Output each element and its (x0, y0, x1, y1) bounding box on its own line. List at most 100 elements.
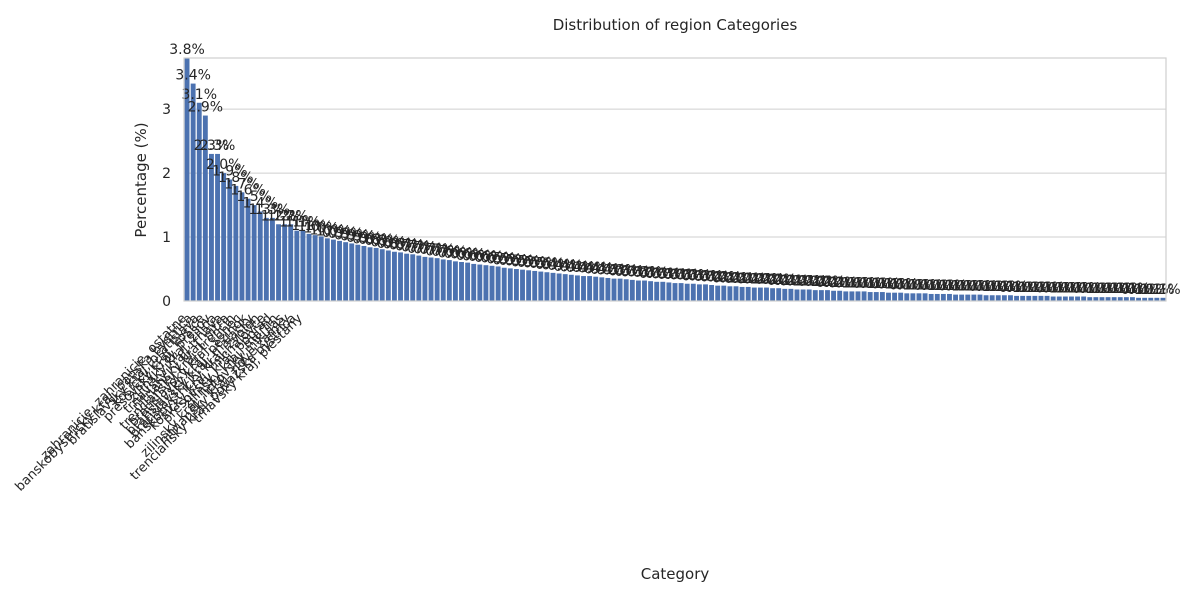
bar (684, 283, 690, 301)
bar (642, 280, 647, 301)
bar (1142, 297, 1148, 301)
data-label: 0.2% (773, 273, 809, 289)
bar (635, 280, 641, 301)
bar (959, 294, 965, 301)
data-label: 0.6% (474, 250, 510, 266)
bar (489, 265, 495, 301)
bar (910, 293, 916, 301)
bar (617, 278, 623, 301)
data-label: 0.1% (980, 279, 1016, 295)
bar (1093, 297, 1099, 301)
bar (855, 291, 861, 301)
chart-title: Distribution of region Categories (553, 16, 798, 34)
bar (916, 293, 922, 301)
bar (324, 238, 330, 301)
bar (1160, 297, 1166, 301)
data-label: 1.1% (285, 215, 321, 231)
bar (831, 290, 837, 301)
data-label: 0.1% (1035, 281, 1071, 297)
data-labels: 3.8% 3.4% 3.1%2.9% 2.3%2.3% 2.0%1.9%1.8%1.7%… (169, 42, 1180, 298)
data-label: 1.6% (230, 183, 266, 199)
bar (977, 294, 983, 301)
data-label: 0.3% (645, 266, 681, 282)
bar (483, 265, 489, 301)
data-label: 0.1% (1090, 281, 1126, 297)
data-label: 0.1% (871, 277, 907, 293)
bar (1026, 295, 1032, 301)
data-label: 0.1% (1011, 280, 1047, 296)
data-label: 0.1% (1145, 282, 1181, 298)
bar (971, 294, 977, 301)
bar (873, 292, 879, 301)
bar (739, 286, 745, 301)
bar (812, 290, 818, 301)
data-label: 0.2% (822, 275, 858, 291)
data-label: 0.3% (602, 263, 638, 279)
bar (983, 295, 989, 301)
bar (190, 83, 196, 301)
bar (843, 291, 849, 301)
bar (867, 292, 873, 301)
bar (892, 292, 898, 301)
data-label: 0.6% (450, 247, 486, 263)
data-label: 0.1% (1084, 281, 1120, 297)
bar (410, 254, 416, 301)
bar (782, 288, 788, 301)
bar (501, 267, 507, 301)
data-label: 2.0% (206, 157, 242, 173)
bar (776, 288, 782, 301)
bar (800, 289, 806, 301)
data-label: 0.1% (1072, 281, 1108, 297)
bar (965, 294, 971, 301)
data-label: 0.1% (1060, 281, 1096, 297)
x-category-labels: zahranicie, zahranicie, ostatnebanskobys… (13, 311, 306, 495)
data-label: 0.3% (608, 263, 644, 279)
bar (770, 288, 776, 301)
bar (599, 277, 605, 301)
data-label: 0.6% (456, 248, 492, 264)
bar (1044, 295, 1050, 301)
data-label: 0.1% (840, 275, 876, 291)
bar (806, 289, 812, 301)
data-label: 1.2% (273, 208, 309, 224)
data-label: 0.4% (535, 257, 571, 273)
data-label: 1.5% (236, 189, 272, 205)
data-label: 0.6% (438, 245, 474, 261)
data-label: 0.6% (462, 249, 498, 265)
data-label: 0.1% (974, 279, 1010, 295)
bar (703, 284, 708, 301)
data-label: 0.7% (401, 240, 437, 256)
data-label: 0.1% (865, 276, 901, 292)
data-label: 0.1% (993, 279, 1029, 295)
data-label: 0.9% (346, 230, 382, 246)
data-label: 0.1% (895, 277, 931, 293)
y-tick-label: 1 (162, 230, 171, 246)
data-label: 0.3% (615, 264, 651, 280)
bar (294, 230, 300, 301)
data-label: 0.4% (566, 260, 602, 276)
bar (550, 272, 556, 301)
bar (544, 272, 550, 301)
bar (794, 289, 800, 301)
bar (385, 250, 391, 301)
bar (233, 185, 239, 301)
data-label: 2.9% (188, 100, 224, 116)
bar (934, 293, 940, 301)
bar (605, 277, 611, 301)
data-label: 0.7% (413, 242, 449, 258)
data-label: 0.5% (493, 252, 529, 268)
data-label: 0.4% (590, 262, 626, 278)
bars (184, 58, 1166, 302)
bar (818, 290, 824, 301)
bar (879, 292, 885, 301)
data-label: 0.2% (724, 271, 760, 287)
bar (837, 290, 843, 301)
data-label: 0.7% (425, 243, 461, 259)
data-label: 0.5% (511, 254, 547, 270)
data-label: 0.1% (1054, 281, 1090, 297)
data-label: 0.2% (737, 272, 773, 288)
bar (1075, 296, 1080, 301)
bar (1020, 295, 1026, 301)
data-label: 0.7% (389, 238, 425, 254)
data-label: 0.5% (480, 250, 516, 266)
